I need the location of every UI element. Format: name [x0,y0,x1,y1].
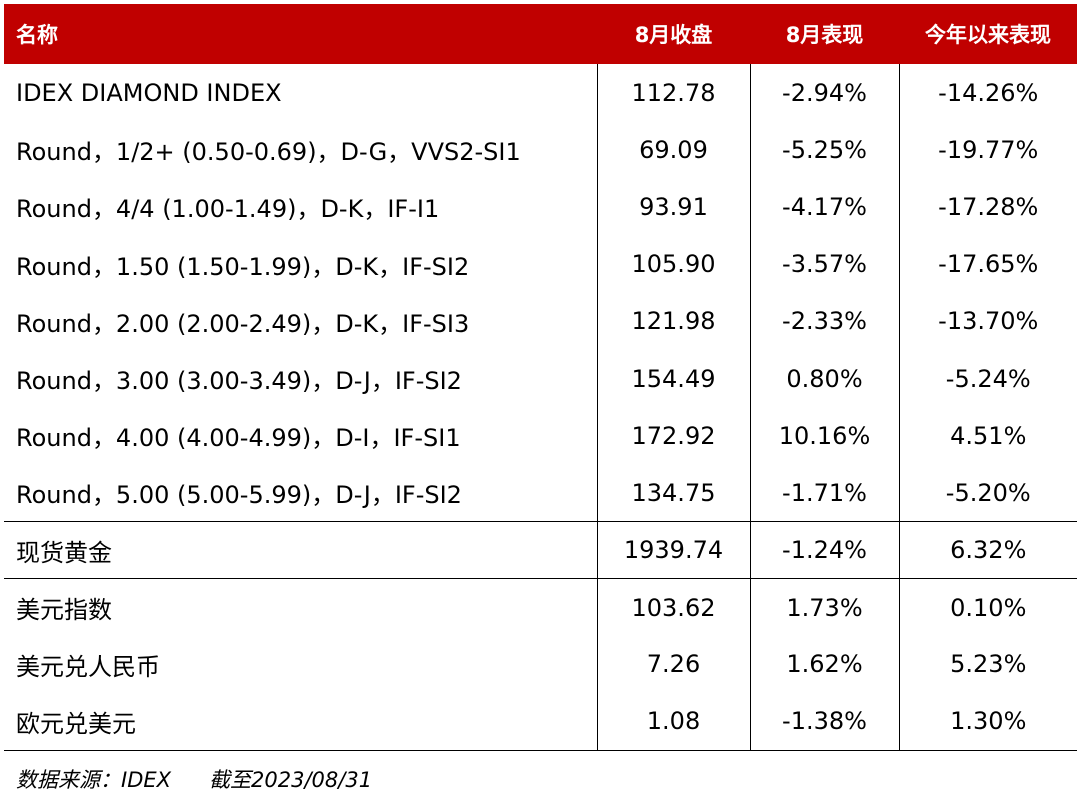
cell-ytd: -5.20% [898,464,1077,522]
table-row: Round，1.50 (1.50-1.99)，D-K，IF-SI2 105.90… [4,235,1077,293]
cell-close: 172.92 [596,407,750,465]
cell-ytd: 4.51% [898,407,1077,465]
header-name: 名称 [4,4,597,64]
table-header: 名称 8月收盘 8月表现 今年以来表现 [4,4,1077,64]
table-row: IDEX DIAMOND INDEX 112.78 -2.94% -14.26% [4,64,1077,122]
cell-ytd: 0.10% [898,578,1077,636]
cell-month: -5.25% [749,121,899,179]
header-row: 名称 8月收盘 8月表现 今年以来表现 [4,4,1077,64]
cell-month: -2.33% [749,292,899,350]
table-row: 欧元兑美元 1.08 -1.38% 1.30% [4,693,1077,751]
cell-close: 112.78 [596,64,750,122]
source-date: 截至2023/08/31 [209,768,373,792]
cell-name: Round，3.00 (3.00-3.49)，D-J，IF-SI2 [16,367,462,396]
cell-month: 0.80% [749,349,899,408]
cell-ytd: -17.65% [898,235,1077,293]
cell-month: 1.73% [749,578,899,636]
cell-month: -2.94% [749,64,899,122]
cell-close: 154.49 [596,349,750,408]
table-row: Round，1/2+ (0.50-0.69)，D-G，VVS2-SI1 69.0… [4,121,1077,179]
source-label: 数据来源：IDEX [16,768,172,792]
table-row: 美元指数 103.62 1.73% 0.10% [4,578,1077,636]
header-ytd-performance: 今年以来表现 [899,4,1077,64]
cell-close: 134.75 [596,464,750,522]
cell-name: Round，4.00 (4.00-4.99)，D-I，IF-SI1 [16,424,461,453]
table-row: Round，4.00 (4.00-4.99)，D-I，IF-SI1 172.92… [4,407,1077,465]
cell-ytd: -17.28% [898,178,1077,236]
table-row: Round，5.00 (5.00-5.99)，D-J，IF-SI2 134.75… [4,464,1077,522]
table-body: IDEX DIAMOND INDEX 112.78 -2.94% -14.26%… [4,64,1077,751]
cell-name: Round，5.00 (5.00-5.99)，D-J，IF-SI2 [16,481,462,510]
table-row: 美元兑人民币 7.26 1.62% 5.23% [4,635,1077,694]
cell-name: Round，1.50 (1.50-1.99)，D-K，IF-SI2 [16,252,470,281]
cell-name: 美元兑人民币 [16,652,160,681]
table-row: Round，3.00 (3.00-3.49)，D-J，IF-SI2 154.49… [4,349,1077,408]
cell-close: 103.62 [596,578,750,636]
cell-month: 1.62% [749,635,899,694]
cell-name: Round，2.00 (2.00-2.49)，D-K，IF-SI3 [16,309,470,338]
cell-close: 7.26 [596,635,750,694]
cell-ytd: -13.70% [898,292,1077,350]
cell-close: 1.08 [596,693,750,751]
cell-name: Round，1/2+ (0.50-0.69)，D-G，VVS2-SI1 [16,138,521,167]
cell-close: 1939.74 [596,520,750,579]
cell-month: -4.17% [749,178,899,236]
source-note: 数据来源：IDEX 截至2023/08/31 [16,764,372,794]
cell-month: 10.16% [749,407,899,465]
cell-month: -1.24% [749,520,899,579]
header-august-close: 8月收盘 [597,4,750,64]
cell-ytd: -19.77% [898,121,1077,179]
table-row: Round，2.00 (2.00-2.49)，D-K，IF-SI3 121.98… [4,292,1077,350]
cell-name: IDEX DIAMOND INDEX [16,78,282,107]
cell-month: -1.38% [749,693,899,751]
cell-ytd: 6.32% [898,520,1077,579]
cell-ytd: 5.23% [898,635,1077,694]
table-row: 现货黄金 1939.74 -1.24% 6.32% [4,520,1077,579]
cell-close: 121.98 [596,292,750,350]
cell-name: Round，4/4 (1.00-1.49)，D-K，IF-I1 [16,195,440,224]
cell-month: -3.57% [749,235,899,293]
cell-ytd: -14.26% [898,64,1077,122]
cell-ytd: -5.24% [898,349,1077,408]
header-august-performance: 8月表现 [750,4,899,64]
cell-close: 105.90 [596,235,750,293]
cell-close: 69.09 [596,121,750,179]
cell-close: 93.91 [596,178,750,236]
cell-month: -1.71% [749,464,899,522]
data-table: 名称 8月收盘 8月表现 今年以来表现 IDEX DIAMOND INDEX 1… [4,4,1077,751]
table-row: Round，4/4 (1.00-1.49)，D-K，IF-I1 93.91 -4… [4,178,1077,236]
cell-ytd: 1.30% [898,693,1077,751]
cell-name: 美元指数 [4,578,597,636]
cell-name: 现货黄金 [4,520,597,579]
cell-name: 欧元兑美元 [4,693,597,751]
